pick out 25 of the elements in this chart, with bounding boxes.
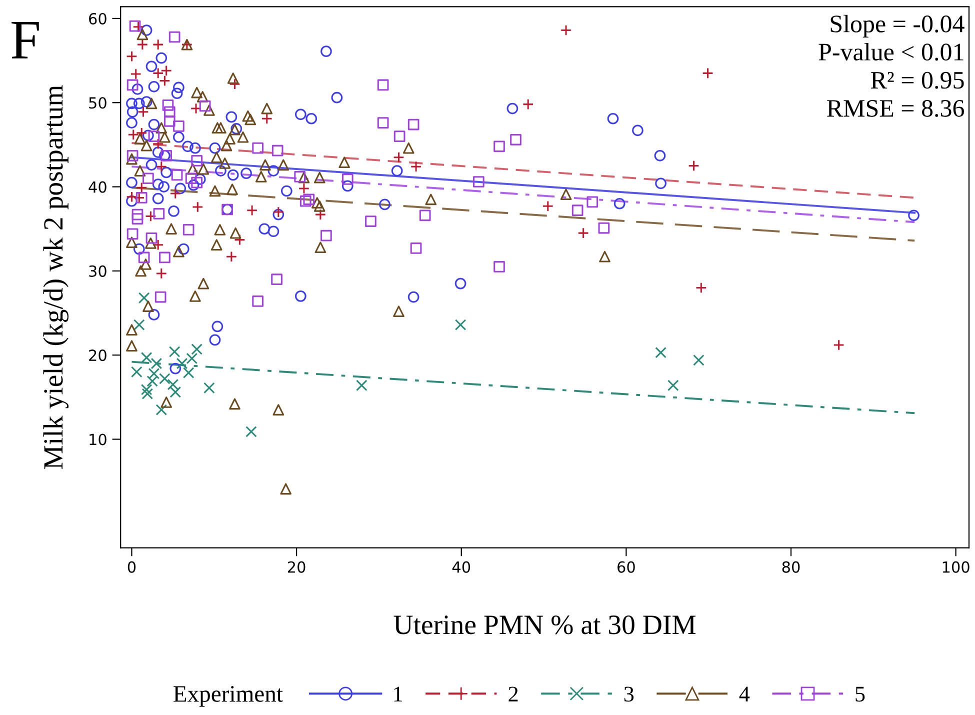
annotation: Slope = -0.04 [830,14,964,38]
annotation: RMSE = 8.36 [827,100,964,117]
x-tick-label: 40 [452,561,470,573]
legend-label: 4 [739,686,750,702]
legend-label: 2 [508,686,518,702]
text: F [12,22,39,58]
y-tick-label: 50 [89,97,106,109]
x-tick-label: 80 [782,561,800,573]
y-tick-label: 10 [90,434,106,446]
annotation: P-value < 0.01 [818,42,964,61]
legend-label: 5 [856,686,865,702]
x-tick-label: 60 [618,561,635,573]
x-axis-title: Uterine PMN % at 30 DIM [394,615,696,634]
legend-title: Experiment [174,686,283,707]
y-tick-label: 30 [89,265,106,277]
y-tick-label: 40 [88,181,106,193]
y-tick-label: 60 [89,12,106,25]
legend-label: 1 [394,686,402,702]
x-tick-label: 100 [942,561,970,573]
y-tick-label: 20 [89,350,106,362]
annotation: R² = 0.95 [870,72,964,89]
x-tick-label: 0 [128,561,136,573]
x-tick-label: 20 [288,561,306,573]
y-axis-title: Milk yield (kg/d) wk 2 postpartum [43,85,69,469]
legend-label: 3 [624,686,634,702]
